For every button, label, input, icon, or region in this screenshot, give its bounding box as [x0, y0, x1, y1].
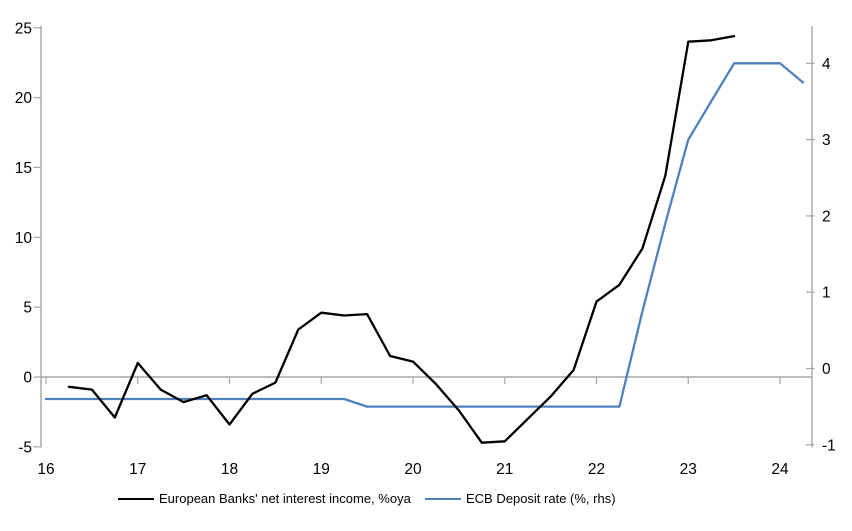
left-axis-tick-label: -5	[18, 439, 32, 456]
legend-swatch-net-interest-income	[118, 498, 154, 500]
left-axis-tick-label: 25	[15, 20, 32, 37]
x-axis-tick-label: 21	[496, 461, 513, 478]
x-axis-tick-label: 19	[313, 461, 330, 478]
x-axis-tick-label: 17	[129, 461, 146, 478]
right-axis-tick-label: -1	[822, 437, 836, 454]
legend-item-ecb-deposit-rate: ECB Deposit rate (%, rhs)	[425, 490, 616, 508]
left-axis-tick-label: 10	[15, 230, 33, 247]
left-axis-tick-label: 15	[15, 160, 32, 177]
net-interest-income-series-line	[67, 34, 736, 444]
x-axis-tick-label: 16	[37, 461, 54, 478]
x-axis-tick-label: 23	[680, 461, 697, 478]
left-axis-tick-label: 0	[23, 370, 32, 387]
right-axis-tick-label: 0	[822, 361, 831, 378]
x-axis-tick-label: 18	[221, 461, 238, 478]
chart-legend: European Banks' net interest income, %oy…	[0, 490, 852, 510]
left-axis-tick-label: 20	[15, 90, 33, 107]
left-axis-tick-label: 5	[23, 300, 32, 317]
x-axis-tick-label: 24	[771, 461, 789, 478]
right-axis-tick-label: 1	[822, 285, 831, 302]
legend-label-net-interest-income: European Banks' net interest income, %oy…	[159, 491, 411, 506]
right-axis-tick-label: 3	[822, 132, 831, 149]
ecb-deposit-rate-series-line	[44, 62, 805, 408]
right-axis-tick-label: 2	[822, 208, 831, 225]
x-axis-tick-label: 22	[588, 461, 605, 478]
x-axis-tick-label: 20	[404, 461, 422, 478]
legend-item-net-interest-income: European Banks' net interest income, %oy…	[118, 490, 411, 508]
legend-swatch-ecb-deposit-rate	[425, 498, 461, 500]
legend-label-ecb-deposit-rate: ECB Deposit rate (%, rhs)	[466, 491, 616, 506]
right-axis-tick-label: 4	[822, 56, 831, 73]
